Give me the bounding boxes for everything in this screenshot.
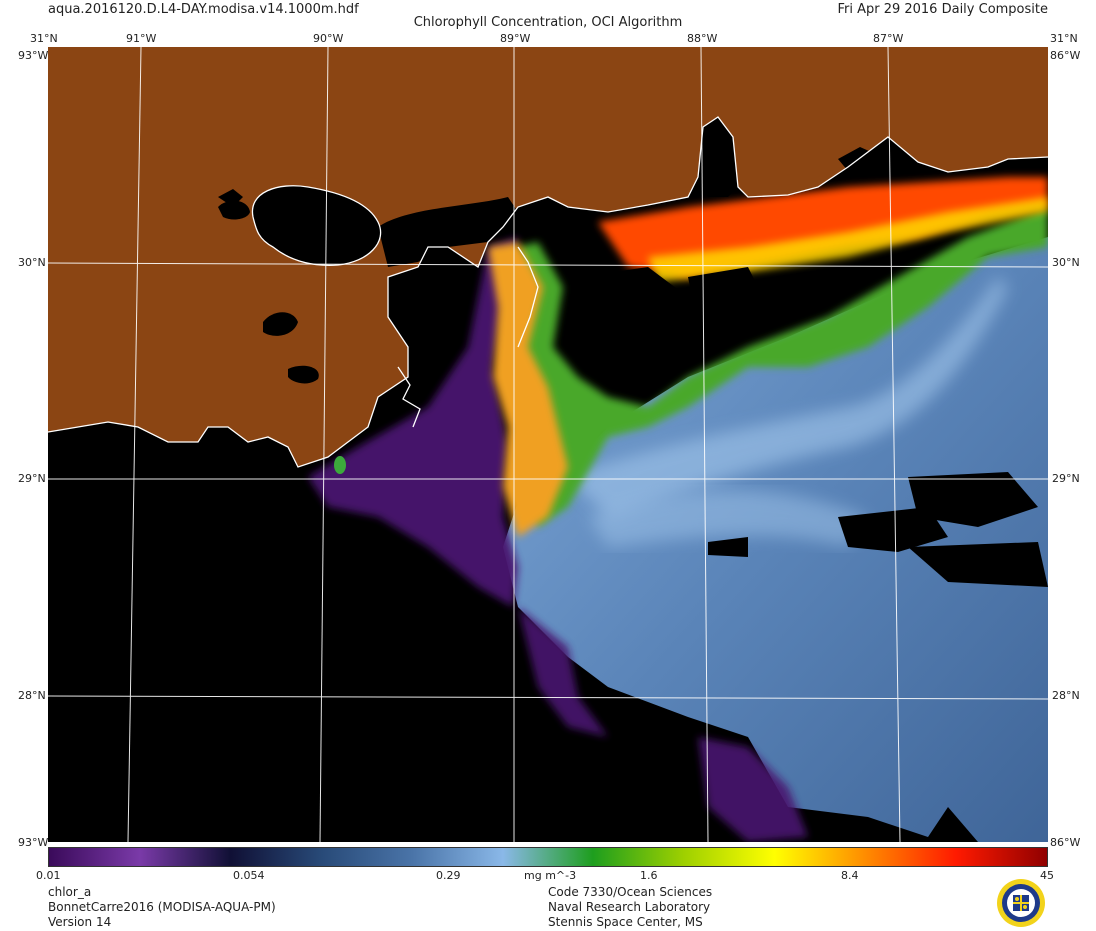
cloud-gap-1 bbox=[578, 267, 688, 377]
mobile-bay bbox=[700, 125, 738, 197]
footer-code: Code 7330/Ocean Sciences bbox=[548, 885, 713, 899]
edge-label-top-left: 93°W bbox=[18, 49, 49, 62]
low-chlorophyll-fringe-2 bbox=[518, 607, 608, 737]
lon-label-87w: 87°W bbox=[873, 32, 904, 45]
footer-location: Stennis Space Center, MS bbox=[548, 915, 703, 929]
colorbar bbox=[48, 847, 1048, 867]
meridian-87w bbox=[887, 47, 901, 842]
lon-label-91w: 91°W bbox=[126, 32, 157, 45]
green-patch-west bbox=[334, 456, 346, 474]
cloud-gap-2 bbox=[688, 267, 768, 337]
footer-version: Version 14 bbox=[48, 915, 112, 929]
lake-borgne bbox=[378, 197, 518, 267]
small-lake-1 bbox=[263, 312, 298, 336]
yellow-coastal-band bbox=[648, 197, 1048, 282]
colorbar-tick-4: 8.4 bbox=[841, 869, 859, 882]
edge-label-bottom-left: 93°W bbox=[18, 836, 49, 849]
corner-lat-label-top-right: 31°N bbox=[1050, 32, 1078, 45]
meridian-91w bbox=[127, 47, 142, 842]
light-plume-streaks-2 bbox=[588, 490, 868, 547]
cloud-gap-3 bbox=[708, 537, 748, 557]
cloud-gap-5 bbox=[908, 472, 1038, 527]
composite-date-label: Fri Apr 29 2016 Daily Composite bbox=[837, 2, 1048, 17]
small-lake-3 bbox=[218, 189, 243, 207]
colorbar-tick-5: 45 bbox=[1040, 869, 1054, 882]
pensacola-bay bbox=[838, 147, 878, 177]
low-chlorophyll-fringe-3 bbox=[698, 737, 808, 842]
colorbar-tick-3: 1.6 bbox=[640, 869, 658, 882]
filename-label: aqua.2016120.D.L4-DAY.modisa.v14.1000m.h… bbox=[48, 2, 359, 17]
low-chlorophyll-fringe bbox=[308, 237, 518, 607]
lat-label-29n-left: 29°N bbox=[18, 472, 46, 485]
coastline bbox=[48, 116, 1048, 468]
parallel-30n bbox=[48, 262, 1048, 268]
nrl-seal-logo bbox=[997, 879, 1045, 927]
chlorophyll-map bbox=[48, 47, 1048, 842]
small-lake-2 bbox=[288, 365, 319, 384]
map-title: Chlorophyll Concentration, OCI Algorithm bbox=[413, 15, 683, 30]
lat-label-30n-right: 30°N bbox=[1052, 256, 1080, 269]
colorbar-units: mg m^-3 bbox=[524, 869, 577, 882]
corner-lat-label-top-left: 31°N bbox=[30, 32, 58, 45]
edge-label-top-right: 86°W bbox=[1050, 49, 1081, 62]
orange-high-chlorophyll-plume bbox=[488, 242, 568, 537]
footer-lab: Naval Research Laboratory bbox=[548, 900, 711, 914]
lat-label-28n-left: 28°N bbox=[18, 689, 46, 702]
lat-label-29n-right: 29°N bbox=[1052, 472, 1080, 485]
lat-label-28n-right: 28°N bbox=[1052, 689, 1080, 702]
green-chlorophyll-band bbox=[518, 207, 1048, 527]
graticule bbox=[48, 47, 1048, 842]
colorbar-tick-0: 0.01 bbox=[36, 869, 61, 882]
lon-label-89w: 89°W bbox=[500, 32, 531, 45]
cloud-gap-4 bbox=[838, 507, 948, 552]
footer-variable: chlor_a bbox=[48, 885, 92, 899]
land-mass bbox=[48, 47, 1048, 467]
lake-pontchartrain bbox=[252, 185, 381, 266]
lake-maurepas bbox=[218, 200, 250, 220]
edge-label-bottom-right: 86°W bbox=[1050, 836, 1081, 849]
footer-dataset: BonnetCarre2016 (MODISA-AQUA-PM) bbox=[48, 900, 276, 914]
lon-label-90w: 90°W bbox=[313, 32, 344, 45]
meridian-88w bbox=[700, 47, 709, 842]
lat-label-30n-left: 30°N bbox=[18, 256, 46, 269]
colorbar-tick-2: 0.29 bbox=[436, 869, 461, 882]
light-plume-streaks bbox=[568, 277, 1008, 517]
cloud-gap-6 bbox=[908, 542, 1048, 587]
colorbar-tick-1: 0.054 bbox=[233, 869, 265, 882]
lon-label-88w: 88°W bbox=[687, 32, 718, 45]
parallel-28n bbox=[48, 695, 1048, 700]
meridian-90w bbox=[319, 47, 329, 842]
